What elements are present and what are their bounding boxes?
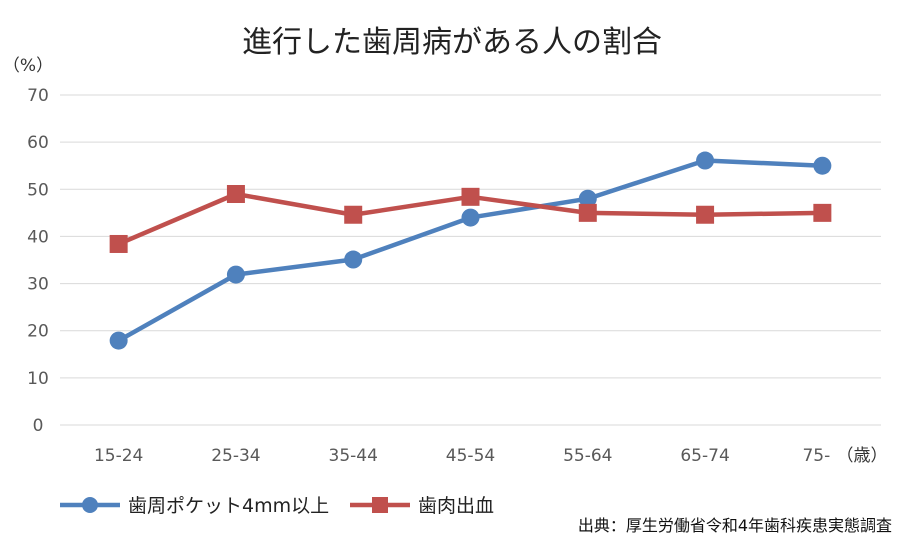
- y-tick-label: 40: [27, 227, 49, 247]
- y-tick-label: 0: [33, 416, 44, 436]
- y-tick-label: 50: [27, 180, 49, 200]
- x-axis-ticks: 15-24 25-34 35-44 45-54 55-64 65-74 75-: [94, 446, 830, 466]
- x-tick-label: 35-44: [329, 446, 378, 466]
- series-layer: [109, 151, 832, 350]
- x-tick-label: 55-64: [563, 446, 612, 466]
- x-tick-label: 45-54: [446, 446, 495, 466]
- x-tick-label: 15-24: [94, 446, 143, 466]
- gridlines: [60, 94, 881, 426]
- y-tick-label: 70: [27, 86, 49, 106]
- source-note: 出典：厚生労働省令和4年歯科疾患実態調査: [578, 516, 892, 535]
- legend-label: 歯肉出血: [418, 495, 494, 517]
- y-tick-label: 10: [27, 369, 49, 389]
- x-tick-label: 65-74: [680, 446, 729, 466]
- data-point-series-2: [696, 205, 715, 224]
- y-tick-label: 60: [27, 133, 49, 153]
- legend-marker-square: [372, 497, 388, 513]
- data-point-series-2: [578, 203, 597, 222]
- data-point-series-1: [813, 156, 832, 175]
- data-point-series-2: [461, 187, 480, 206]
- data-point-series-1: [226, 265, 245, 284]
- legend: 歯周ポケット4mm以上 歯肉出血: [60, 495, 494, 517]
- data-point-series-2: [226, 185, 245, 203]
- legend-marker-circle: [82, 497, 98, 513]
- x-tick-label: 25-34: [211, 446, 260, 466]
- y-axis-ticks: 0 10 20 30 40 50 60 70: [27, 86, 49, 436]
- data-point-series-2: [344, 205, 363, 224]
- y-axis-unit-label: （%）: [3, 56, 53, 76]
- data-point-series-1: [109, 331, 128, 350]
- data-point-series-1: [578, 189, 597, 208]
- chart-title: 進行した歯周病がある人の割合: [242, 25, 662, 60]
- data-point-series-1: [696, 151, 715, 170]
- legend-label: 歯周ポケット4mm以上: [128, 495, 329, 517]
- data-point-series-2: [813, 203, 832, 222]
- x-axis-unit-label: （歳）: [837, 446, 888, 466]
- x-tick-label: 75-: [802, 446, 830, 466]
- y-tick-label: 20: [27, 322, 49, 342]
- data-point-series-1: [461, 208, 480, 227]
- data-point-series-1: [344, 250, 363, 269]
- y-tick-label: 30: [27, 275, 49, 295]
- series-line-1: [116, 158, 825, 343]
- data-point-series-2: [109, 234, 128, 253]
